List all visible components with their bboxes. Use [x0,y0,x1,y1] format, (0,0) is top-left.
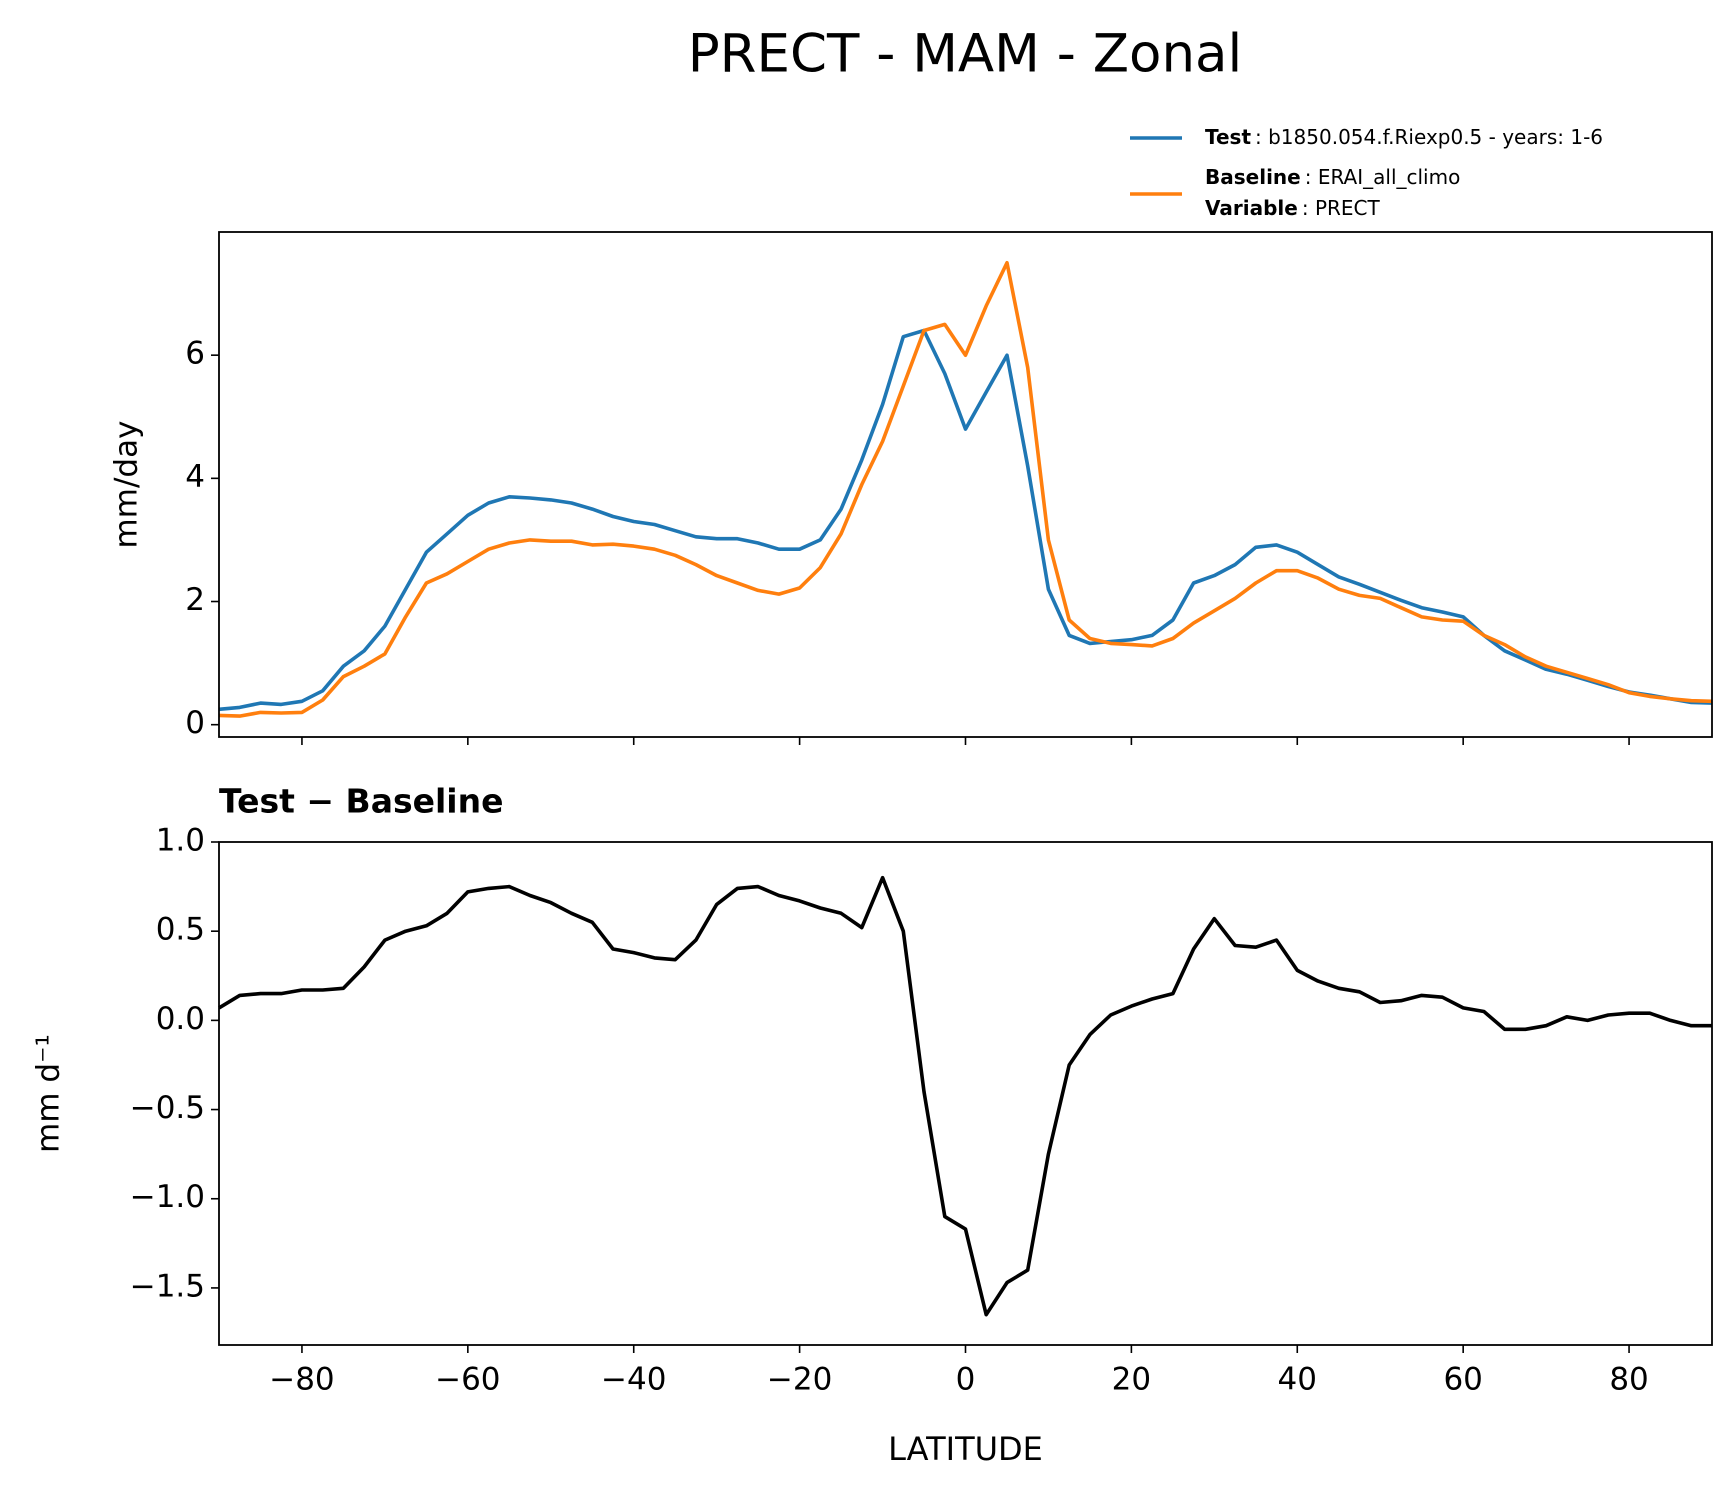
x-tick-label: 20 [1112,1362,1151,1398]
legend-name: Test [1205,125,1251,149]
legend-detail: : b1850.054.f.Riexp0.5 - years: 1-6 [1255,125,1603,149]
legend-name: Variable [1205,196,1298,220]
y-tick-label: 2 [185,582,205,618]
y-axis-label: mm/day [109,421,145,549]
data-line [218,875,1712,1317]
legend-name: Baseline [1205,165,1301,189]
data-line [218,261,1713,718]
figure-title: PRECT - MAM - Zonal [688,24,1243,85]
axes-frame [218,231,1713,738]
legend-entry: Baseline: ERAI_all_climo [1205,165,1460,189]
x-tick-label: −80 [269,1362,334,1398]
data-line [218,328,1713,712]
legend-detail: : PRECT [1302,196,1381,220]
x-tick-label: 80 [1609,1362,1648,1398]
y-tick-label: 6 [185,336,205,372]
x-tick-label: 40 [1278,1362,1317,1398]
y-tick-label: 4 [185,459,205,495]
x-tick-label: 0 [956,1362,976,1398]
y-tick-label: 1.0 [156,823,205,859]
legend-detail: : ERAI_all_climo [1305,165,1461,189]
y-tick-label: 0.5 [156,912,205,948]
x-tick-label: 60 [1443,1362,1482,1398]
y-tick-label: 0 [185,705,205,741]
y-tick-label: 0.0 [156,1001,205,1037]
subplot-title: Test − Baseline [219,782,504,821]
axes-frame [218,841,1713,1346]
legend-entry: Variable: PRECT [1205,196,1380,220]
y-axis-label: mm d⁻¹ [31,1034,67,1153]
legend-entry: Test: b1850.054.f.Riexp0.5 - years: 1-6 [1205,125,1603,149]
x-tick-label: −60 [435,1362,500,1398]
x-tick-label: −40 [601,1362,666,1398]
y-tick-label: −0.5 [130,1090,205,1126]
x-axis-label: LATITUDE [888,1430,1043,1468]
y-tick-label: −1.5 [130,1268,205,1304]
x-tick-label: −20 [767,1362,832,1398]
y-tick-label: −1.0 [130,1179,205,1215]
